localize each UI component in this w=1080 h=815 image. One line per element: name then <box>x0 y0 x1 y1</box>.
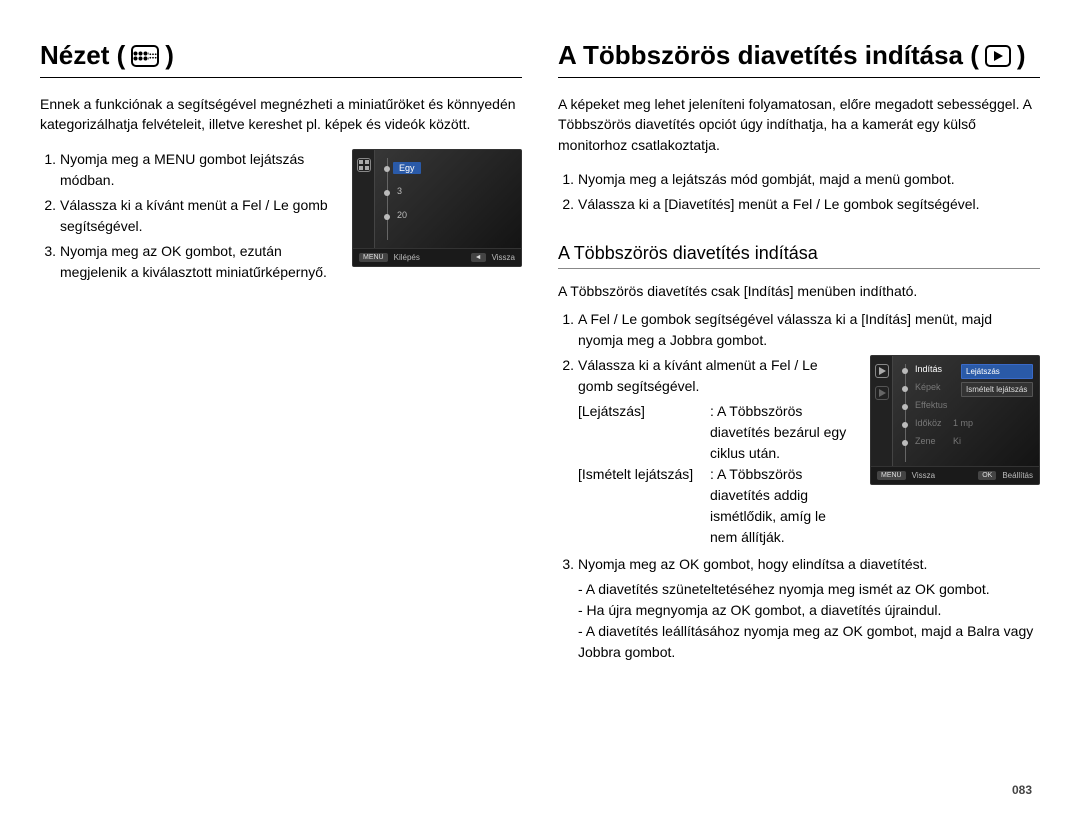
lcd-option: 3 <box>397 186 402 196</box>
lcd-left-opt-value: Ki <box>953 436 961 446</box>
right-step-2: Válassza ki a kívánt almenüt a Fel / Le … <box>578 355 856 397</box>
left-title: Nézet ( ) <box>40 40 522 78</box>
slideshow-icon <box>985 45 1011 67</box>
right-step-3-sub: - A diavetítés leállításához nyomja meg … <box>558 621 1040 663</box>
lcd-ok-button: OK <box>978 471 996 480</box>
left-steps: 1.Nyomja meg a MENU gombot lejátszás mód… <box>40 149 338 287</box>
lcd-left-opt: Indítás <box>915 364 942 374</box>
left-title-text: Nézet ( <box>40 40 125 71</box>
left-lcd-mockup: Egy 3 20 MENU Kilépés ◄ Vissza <box>352 149 522 267</box>
lcd-option: 20 <box>397 210 407 220</box>
lcd-left-opt-value: 1 mp <box>953 418 973 428</box>
right-lcd-mockup: Indítás Képek Effektus Időköz 1 mp Zene … <box>870 355 1040 485</box>
lcd-left-opt: Zene <box>915 436 936 446</box>
right-step-1: A Fel / Le gombok segítségével válassza … <box>578 309 1040 351</box>
lcd-back-button: ◄ <box>471 253 486 262</box>
lcd-option-selected: Egy <box>393 162 421 174</box>
slideshow-tab-icon <box>875 364 889 378</box>
left-column: Nézet ( ) Ennek a funkciónak a segítségé… <box>40 40 522 663</box>
right-top-step-1: Nyomja meg a lejátszás mód gombját, majd… <box>578 169 1040 190</box>
left-step-2: Válassza ki a kívánt menüt a Fel / Le go… <box>60 195 338 237</box>
right-intro: A képeket meg lehet jeleníteni folyamato… <box>558 94 1040 155</box>
right-subheading: A Többszörös diavetítés indítása <box>558 243 1040 269</box>
lcd-back-label: Vissza <box>912 471 935 480</box>
right-title-suffix: ) <box>1017 40 1026 71</box>
lcd-exit-label: Kilépés <box>394 253 420 262</box>
lcd-set-label: Beállítás <box>1002 471 1033 480</box>
left-title-suffix: ) <box>165 40 174 71</box>
grid-icon <box>131 45 159 67</box>
lcd-left-opt: Képek <box>915 382 941 392</box>
lcd-back-label: Vissza <box>492 253 515 262</box>
right-step-3-sub: - Ha újra megnyomja az OK gombot, a diav… <box>558 600 1040 621</box>
left-step-1: Nyomja meg a MENU gombot lejátszás módba… <box>60 149 338 191</box>
def-play-key: [Lejátszás] <box>578 401 710 464</box>
right-top-step-2: Válassza ki a [Diavetítés] menüt a Fel /… <box>578 194 1040 215</box>
def-repeat-key: [Ismételt lejátszás] <box>578 464 710 548</box>
lcd-right-opt: Ismételt lejátszás <box>961 382 1033 397</box>
def-repeat-value: : A Többszörös diavetítés addig ismétlőd… <box>710 464 856 548</box>
right-steps-top: 1.Nyomja meg a lejátszás mód gombját, ma… <box>558 169 1040 215</box>
right-sub-intro: A Többszörös diavetítés csak [Indítás] m… <box>558 281 1040 301</box>
left-step-3: Nyomja meg az OK gombot, ezután megjelen… <box>60 241 338 283</box>
right-title: A Többszörös diavetítés indítása ( ) <box>558 40 1040 78</box>
lcd-left-opt: Időköz <box>915 418 942 428</box>
page-number: 083 <box>1012 783 1032 797</box>
lcd-right-opt-selected: Lejátszás <box>961 364 1033 379</box>
right-step-3: Nyomja meg az OK gombot, hogy elindítsa … <box>578 554 1040 575</box>
left-intro: Ennek a funkciónak a segítségével megnéz… <box>40 94 522 135</box>
lcd-left-opt: Effektus <box>915 400 947 410</box>
right-step-3-sub: - A diavetítés szüneteltetéséhez nyomja … <box>558 579 1040 600</box>
def-play-value: : A Többszörös diavetítés bezárul egy ci… <box>710 401 856 464</box>
right-column: A Többszörös diavetítés indítása ( ) A k… <box>558 40 1040 663</box>
lcd-menu-button: MENU <box>359 253 388 262</box>
lcd-menu-button: MENU <box>877 471 906 480</box>
right-title-text: A Többszörös diavetítés indítása ( <box>558 40 979 71</box>
thumbnail-tab-icon <box>357 158 371 172</box>
playback-tab-icon <box>875 386 889 400</box>
